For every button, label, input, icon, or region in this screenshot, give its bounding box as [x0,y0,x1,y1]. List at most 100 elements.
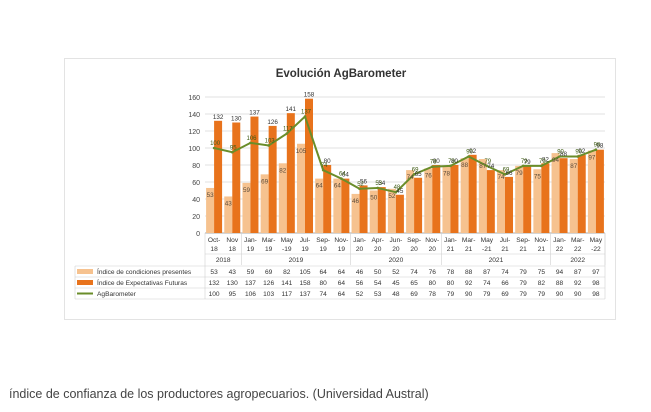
x-tick-label: Sep- [407,237,421,244]
table-cell: 158 [299,280,310,287]
data-label-expectativas: 132 [213,114,224,121]
x-tick-label: 21 [538,246,546,253]
table-cell: 79 [447,291,455,298]
table-cell: 90 [465,291,473,298]
x-tick-label: 19 [265,246,273,253]
table-cell: 98 [592,280,600,287]
data-label-condiciones: 74 [407,174,415,181]
x-tick-label: Sep- [316,237,330,244]
x-tick-label: 18 [210,246,218,253]
table-cell: 74 [483,280,491,287]
data-label-condiciones: 78 [443,171,451,178]
agbarometer-point [340,177,343,180]
data-label-expectativas: 98 [596,143,604,150]
bar-condiciones-presentes [369,190,378,233]
y-tick-label: 100 [188,146,200,153]
data-label-expectativas: 45 [396,188,404,195]
data-label-condiciones: 87 [570,163,578,170]
chart-figure: Evolución AgBarometer 0 20 40 60 80 100 120 140… [64,58,616,320]
table-cell: 100 [209,291,220,298]
data-label-condiciones: 97 [588,155,596,162]
x-tick-label: Nov [226,237,238,244]
table-cell: 75 [538,269,546,276]
agbarometer-point [321,168,325,172]
table-cell: 126 [263,280,274,287]
data-label-condiciones: 74 [497,174,505,181]
data-label-agbarometer: 137 [301,110,312,116]
table-cell: 132 [209,280,220,287]
bar-condiciones-presentes [497,170,505,233]
x-tick-label: 22 [556,246,564,253]
chart-title: Evolución AgBarometer [276,68,407,80]
table-cell: 87 [483,269,491,276]
year-label: 2020 [389,257,404,264]
data-label-expectativas: 80 [451,158,459,165]
data-label-agbarometer: 52 [357,182,364,188]
table-cell: 90 [574,291,582,298]
table-cell: 65 [410,280,418,287]
bar-expectativas-futuras [377,187,386,233]
agbarometer-point [467,155,470,158]
agbarometer-point [594,148,598,151]
data-label-agbarometer: 103 [265,138,276,144]
data-label-agbarometer: 79 [521,159,528,165]
x-tick-label: Mar- [462,237,476,244]
table-cell: 46 [356,269,364,276]
table-cell: 80 [320,280,328,287]
bar-expectativas-futuras [468,154,477,233]
bar-condiciones-presentes [297,143,305,233]
agbarometer-point [358,187,361,191]
agbarometer-point [303,115,307,118]
x-tick-label: Nov- [334,237,348,244]
table-cell: 87 [574,269,582,276]
data-label-expectativas: 137 [249,110,260,117]
x-tick-label: Jun- [389,237,402,244]
bar-expectativas-futuras [414,177,423,233]
data-label-expectativas: 54 [378,180,386,187]
table-cell: 78 [447,269,455,276]
bar-condiciones-presentes [406,170,415,233]
x-tick-label: 21 [520,246,528,253]
bar-condiciones-presentes [515,165,524,233]
data-label-condiciones: 64 [316,183,324,190]
x-tick-label: Jul- [300,237,311,244]
bar-condiciones-presentes [442,166,451,233]
data-label-agbarometer: 90 [575,150,582,156]
x-tick-label: 18 [229,246,237,253]
agbarometer-point [376,186,380,190]
x-tick-label: 21 [465,246,473,253]
x-tick-label: 21 [447,246,455,253]
x-tick-label: May [281,237,294,244]
table-cell: 43 [229,269,237,276]
table-cell: 130 [227,280,238,287]
bar-condiciones-presentes [315,178,324,233]
table-cell: 79 [520,269,528,276]
data-label-expectativas: 92 [469,148,477,155]
bar-expectativas-futuras [559,158,568,233]
table-cell: 106 [245,291,256,298]
agbarometer-line [213,114,597,194]
x-tick-label: Jul- [500,237,511,244]
x-tick-label: Nov- [534,237,548,244]
x-tick-label: 19 [247,246,255,253]
table-cell: 80 [447,280,455,287]
data-label-expectativas: 126 [267,119,278,126]
table-cell: 79 [483,291,491,298]
data-label-agbarometer: 117 [283,127,293,133]
table-cell: 137 [299,291,310,298]
x-tick-label: Nov- [425,237,439,244]
bar-condiciones-presentes [460,158,469,233]
x-tick-label: 20 [374,246,382,253]
chart: Evolución AgBarometer 0 20 40 60 80 100 120 140… [74,68,606,300]
table-cell: 92 [574,280,582,287]
x-tick-label: Jan- [353,237,366,244]
table-cell: 117 [282,291,293,298]
table-cell: 45 [392,280,400,287]
table-cell: 64 [320,269,328,276]
table-cell: 90 [556,291,564,298]
agbarometer-point [521,164,525,168]
x-tick-label: 20 [410,246,418,253]
year-label: 2019 [289,257,304,264]
legend-swatch [77,280,93,285]
bar-expectativas-futuras [359,185,368,233]
